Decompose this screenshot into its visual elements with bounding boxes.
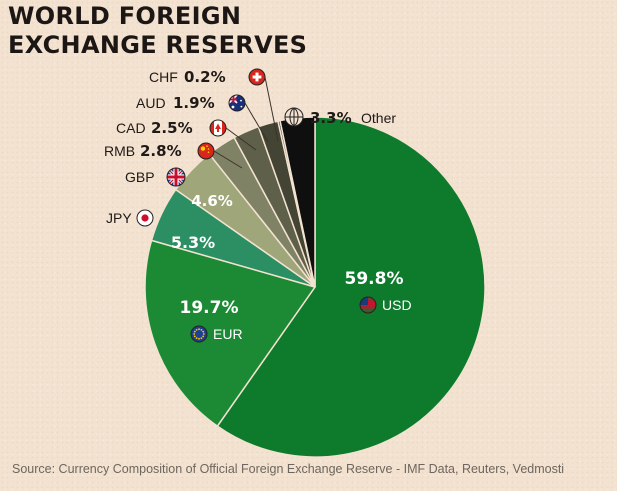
pie-slice-eur [144,239,317,428]
slice-label-chf: CHF [149,69,178,85]
chart-title: WORLD FOREIGN EXCHANGE RESERVES [8,2,307,60]
slice-label-gbp: GBP [125,169,155,185]
value-label-aud: 1.9% [173,94,215,112]
value-label-cad: 2.5% [151,119,193,137]
other-globe-icon [284,107,304,127]
chf-flag-icon [248,68,266,86]
leader-line-rmb [213,150,243,169]
slice-label-rmb: RMB [104,143,135,159]
slice-label-eur: EUR [213,326,243,342]
leader-line-aud [244,102,269,143]
value-label-gbp: 4.6% [191,192,233,210]
slice-label-usd: USD [382,297,412,313]
pie-slice-usd [216,116,486,458]
title-line-2: EXCHANGE RESERVES [8,31,308,59]
aud-flag-icon [228,94,246,112]
value-label-eur: 19.7% [180,298,239,318]
value-label-chf: 0.2% [184,68,226,86]
eur-flag-icon [190,325,208,343]
rmb-flag-icon [197,142,215,160]
value-label-rmb: 2.8% [140,142,182,160]
title-line-1: WORLD FOREIGN [8,2,242,30]
source-note: Source: Currency Composition of Official… [12,462,565,476]
slice-label-aud: AUD [136,95,166,111]
slice-label-jpy: JPY [106,210,132,226]
value-label-jpy: 5.3% [171,233,215,252]
jpy-flag-icon [136,209,154,227]
cad-flag-icon [209,119,227,137]
slice-label-other: Other [361,110,396,126]
slice-label-cad: CAD [116,120,146,136]
gbp-flag-icon [166,167,186,187]
leader-line-chf [264,76,279,142]
value-label-other: 3.3% [310,109,352,127]
value-label-usd: 59.8% [345,269,404,289]
leader-line-cad [225,127,257,151]
usd-flag-icon [359,296,377,314]
pie-slices [144,116,486,458]
